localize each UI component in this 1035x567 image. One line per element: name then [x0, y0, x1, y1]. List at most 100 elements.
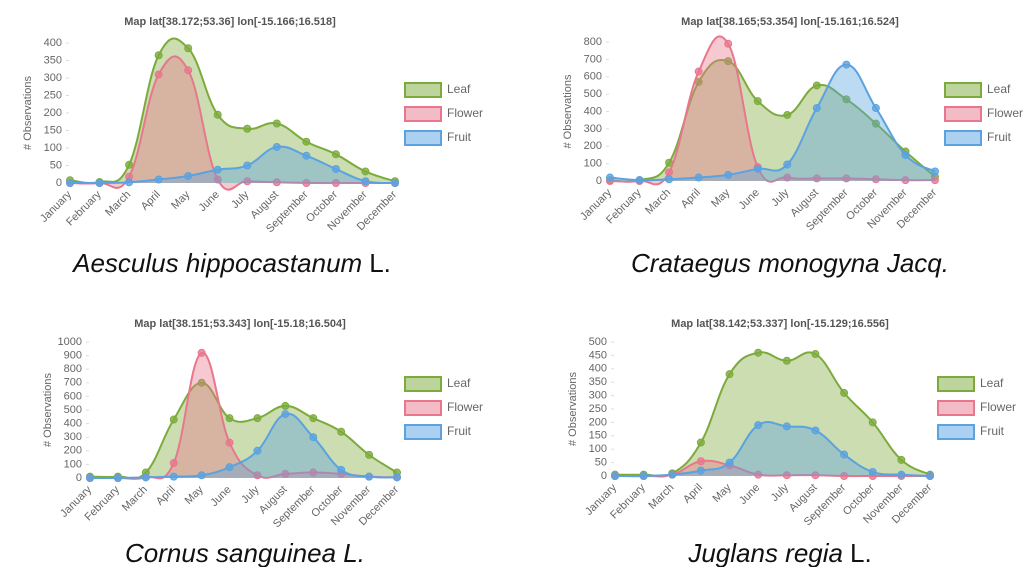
y-tick-label: 1000 [58, 336, 82, 348]
data-point [272, 119, 281, 128]
y-tick-label: 150 [589, 430, 607, 442]
data-point [302, 179, 311, 187]
legend-swatch [404, 106, 442, 122]
y-tick-label: 0 [56, 177, 62, 189]
y-tick-label: 200 [64, 445, 82, 457]
data-point [840, 450, 849, 459]
data-point [309, 414, 318, 423]
x-tick-label: April [681, 482, 705, 506]
data-point [331, 165, 340, 173]
legend-swatch [944, 82, 982, 98]
data-point [694, 173, 703, 182]
x-tick-label: April [139, 189, 163, 213]
data-point [668, 470, 677, 479]
data-point [842, 95, 851, 104]
data-point [783, 160, 792, 169]
data-point [169, 415, 178, 424]
chart-title: Map lat[38.142;53.337] lon[-15.129;16.55… [671, 318, 889, 330]
data-point [901, 176, 910, 185]
data-point [753, 164, 762, 173]
data-point [871, 104, 880, 113]
legend-swatch [404, 82, 442, 98]
x-tick-label: April [154, 484, 178, 508]
data-point [213, 175, 222, 184]
y-tick-label: 50 [595, 457, 607, 469]
x-tick-label: March [646, 482, 676, 512]
data-point [113, 474, 122, 482]
chart-title: Map lat[38.172;53.36] lon[-15.166;16.518… [124, 16, 336, 28]
x-tick-label: July [239, 483, 262, 506]
legend-label: Leaf [447, 376, 471, 390]
data-point [696, 466, 705, 475]
legend-label: Flower [987, 106, 1023, 120]
data-point [754, 348, 763, 357]
y-tick-label: 200 [44, 107, 62, 119]
data-point [361, 177, 370, 186]
x-tick-label: June [737, 187, 762, 212]
y-tick-label: 300 [584, 123, 602, 135]
y-tick-label: 500 [584, 88, 602, 100]
y-tick-label: 500 [64, 404, 82, 416]
chart-panel: Map lat[38.151;53.343] lon[-15.18;16.504… [42, 318, 483, 567]
x-tick-label: March [103, 189, 133, 219]
data-point [782, 356, 791, 365]
data-point [361, 167, 370, 176]
series-area [70, 56, 395, 190]
caption: Cornus sanguinea L. [125, 538, 365, 567]
data-point [696, 438, 705, 447]
legend-swatch [404, 130, 442, 146]
caption: Aesculus hippocastanum L. [71, 248, 391, 278]
series-area [610, 36, 935, 185]
legend-swatch [404, 424, 442, 440]
data-point [611, 472, 619, 480]
data-point [225, 438, 234, 447]
x-tick-label: June [737, 482, 762, 507]
data-point [868, 467, 877, 476]
y-tick-label: 350 [589, 376, 607, 388]
y-tick-label: 200 [584, 140, 602, 152]
data-point [184, 172, 193, 180]
series-area [90, 382, 397, 479]
y-tick-label: 100 [589, 443, 607, 455]
y-tick-label: 600 [584, 71, 602, 83]
y-tick-label: 100 [584, 158, 602, 170]
data-point [871, 119, 880, 128]
data-point [606, 173, 614, 182]
data-point [225, 463, 234, 472]
y-tick-label: 0 [601, 470, 607, 482]
data-point [213, 165, 222, 174]
data-point [302, 137, 311, 146]
legend-swatch [404, 400, 442, 416]
y-tick-label: 300 [64, 431, 82, 443]
data-point [243, 161, 252, 170]
data-point [811, 350, 820, 359]
series-area [615, 421, 930, 477]
y-tick-label: 500 [589, 336, 607, 348]
data-point [811, 426, 820, 435]
data-point [154, 70, 163, 79]
y-axis-label: # Observations [42, 373, 54, 447]
data-point [782, 422, 791, 431]
data-point [868, 418, 877, 427]
data-point [724, 39, 733, 48]
y-tick-label: 600 [64, 390, 82, 402]
data-point [665, 168, 674, 177]
caption-part: L. [369, 248, 391, 278]
data-point [931, 176, 939, 185]
x-tick-label: June [208, 484, 233, 509]
data-point [272, 178, 281, 187]
y-axis-label: # Observations [562, 74, 574, 148]
y-tick-label: 200 [589, 416, 607, 428]
y-tick-label: 400 [44, 37, 62, 49]
legend-label: Fruit [987, 130, 1012, 144]
data-point [724, 170, 733, 179]
y-tick-label: 250 [589, 403, 607, 415]
data-point [95, 179, 104, 187]
series-area [70, 38, 395, 184]
data-point [812, 81, 821, 90]
legend-label: Fruit [447, 424, 472, 438]
x-tick-label: May [169, 188, 193, 212]
data-point [302, 151, 311, 160]
y-tick-label: 150 [44, 124, 62, 136]
caption: Crataegus monogyna Jacq. [631, 248, 949, 278]
